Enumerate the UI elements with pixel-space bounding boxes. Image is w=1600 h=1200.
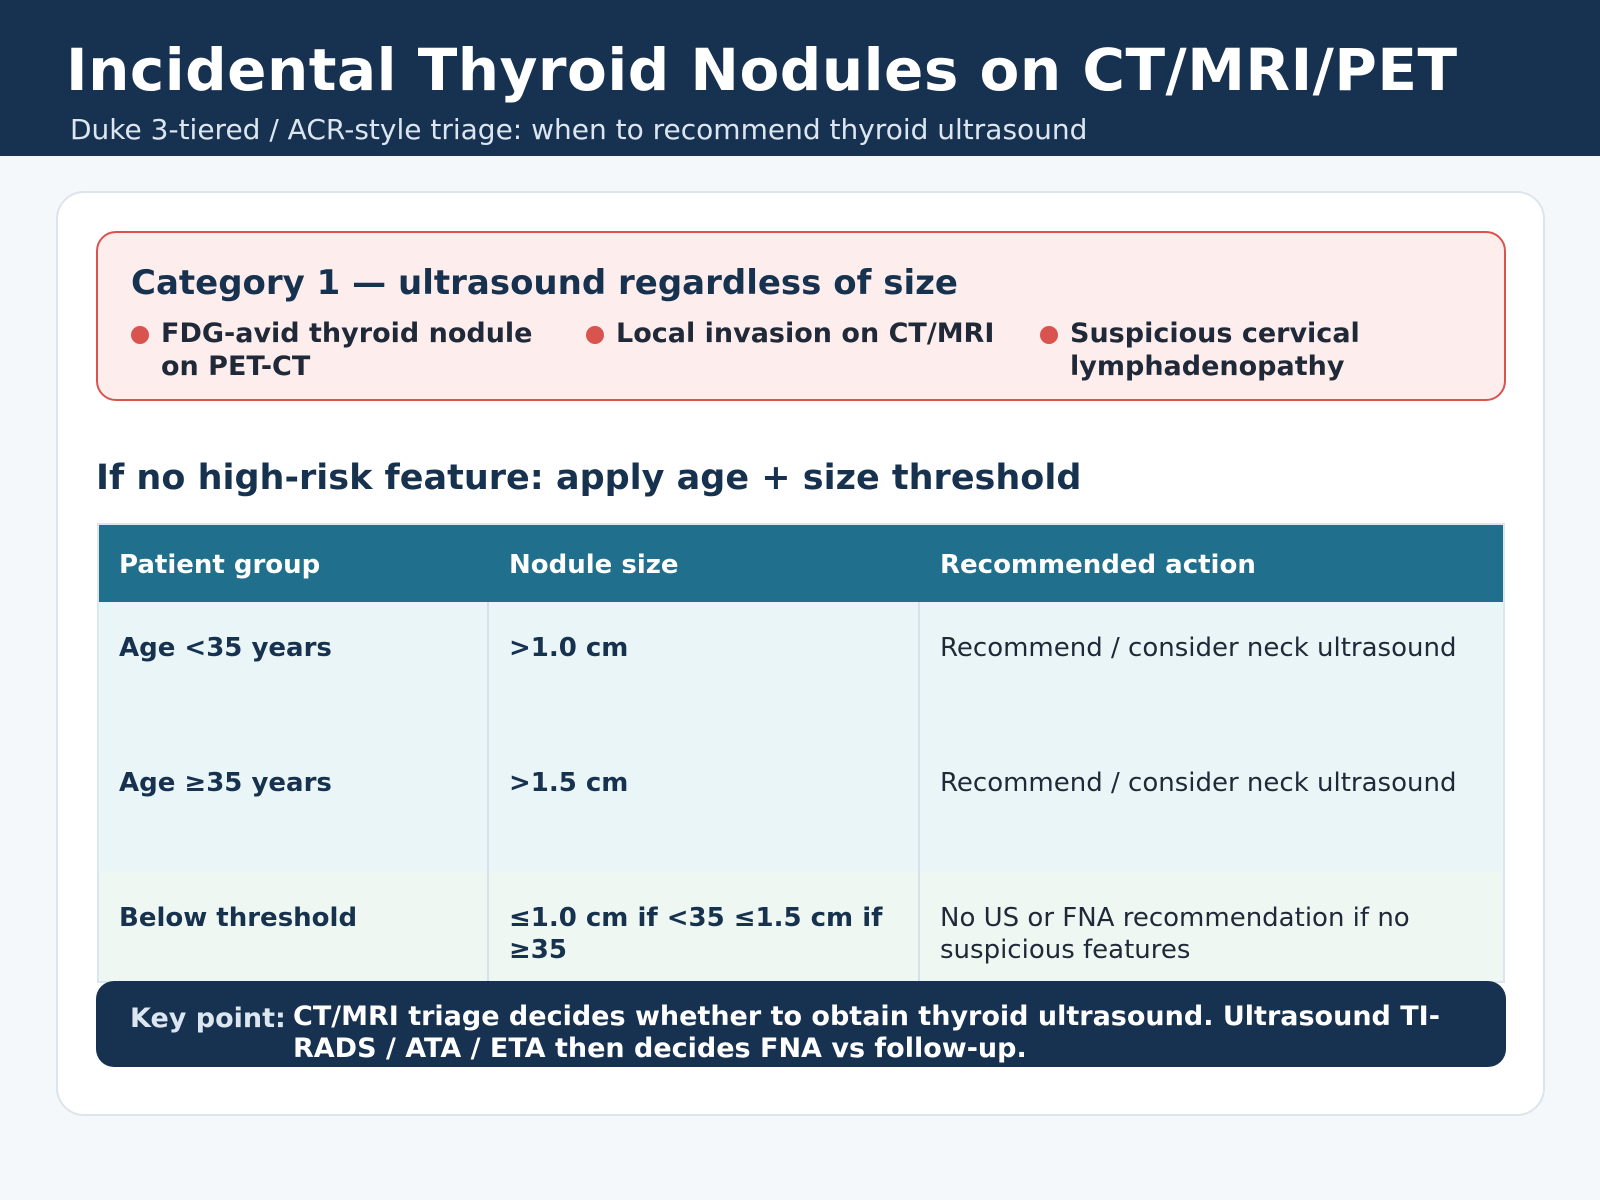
key-point-banner: Key point: CT/MRI triage decides whether… bbox=[96, 981, 1506, 1067]
table-row: Age <35 years >1.0 cm Recommend / consid… bbox=[99, 602, 1503, 737]
page-header: Incidental Thyroid Nodules on CT/MRI/PET… bbox=[0, 0, 1600, 156]
patient-group-cell: Age ≥35 years bbox=[99, 737, 489, 872]
content-card: Category 1 — ultrasound regardless of si… bbox=[56, 191, 1545, 1116]
table-row: Below threshold ≤1.0 cm if <35 ≤1.5 cm i… bbox=[99, 872, 1503, 981]
high-risk-feature: Suspicious cervical lymphadenopathy bbox=[1040, 317, 1460, 383]
column-header-recommended-action: Recommended action bbox=[940, 550, 1256, 580]
high-risk-feature: FDG-avid thyroid nodule on PET-CT bbox=[131, 317, 551, 383]
key-point-label: Key point: bbox=[130, 1003, 286, 1034]
recommended-action-cell: Recommend / consider neck ultrasound bbox=[940, 633, 1457, 663]
threshold-section-title: If no high-risk feature: apply age + siz… bbox=[96, 458, 1082, 498]
column-header-patient-group: Patient group bbox=[119, 550, 321, 580]
patient-group-cell: Below threshold bbox=[99, 872, 489, 981]
bullet-dot-icon bbox=[1040, 326, 1058, 344]
category-1-panel: Category 1 — ultrasound regardless of si… bbox=[96, 231, 1506, 401]
page-subtitle: Duke 3-tiered / ACR-style triage: when t… bbox=[70, 113, 1088, 146]
bullet-dot-icon bbox=[586, 326, 604, 344]
feature-label: FDG-avid thyroid nodule on PET-CT bbox=[161, 318, 533, 382]
category-1-title: Category 1 — ultrasound regardless of si… bbox=[131, 263, 958, 303]
high-risk-feature: Local invasion on CT/MRI bbox=[586, 317, 1006, 350]
recommended-action-cell: No US or FNA recommendation if no suspic… bbox=[940, 903, 1410, 965]
recommended-action-cell: Recommend / consider neck ultrasound bbox=[940, 768, 1457, 798]
page-title: Incidental Thyroid Nodules on CT/MRI/PET bbox=[66, 36, 1458, 104]
column-header-nodule-size: Nodule size bbox=[509, 550, 679, 580]
feature-label: Local invasion on CT/MRI bbox=[616, 318, 995, 349]
patient-group-cell: Age <35 years bbox=[99, 602, 489, 737]
table-header-row: Patient group Nodule size Recommended ac… bbox=[99, 525, 1503, 602]
bullet-dot-icon bbox=[131, 326, 149, 344]
nodule-size-cell: >1.0 cm bbox=[489, 602, 920, 737]
key-point-text: CT/MRI triage decides whether to obtain … bbox=[293, 1001, 1440, 1064]
feature-label: Suspicious cervical lymphadenopathy bbox=[1070, 318, 1360, 382]
nodule-size-cell: ≤1.0 cm if <35 ≤1.5 cm if ≥35 bbox=[489, 872, 920, 981]
nodule-size-cell: >1.5 cm bbox=[489, 737, 920, 872]
threshold-table: Patient group Nodule size Recommended ac… bbox=[97, 523, 1505, 983]
table-row: Age ≥35 years >1.5 cm Recommend / consid… bbox=[99, 737, 1503, 872]
